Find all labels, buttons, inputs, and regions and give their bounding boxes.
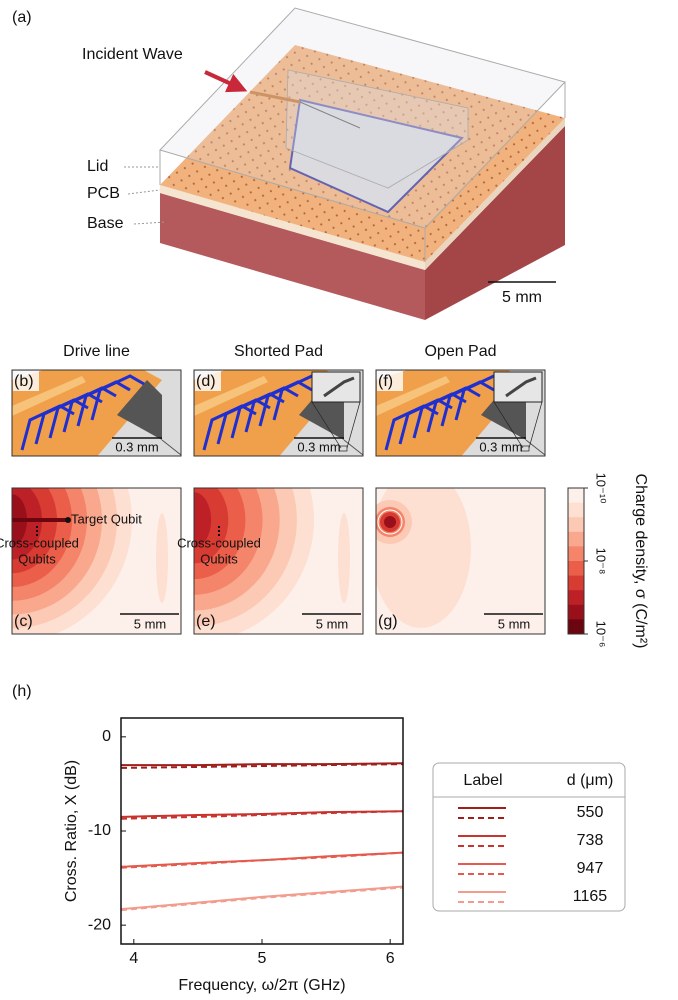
colorbar-step xyxy=(568,488,584,503)
panel-label: (g) xyxy=(378,613,398,630)
colorbar-step xyxy=(568,503,584,518)
scale-bar-label: 0.3 mm xyxy=(115,439,158,454)
colorbar-step xyxy=(568,576,584,591)
chart: (h) 4 5 6 0 -10 -20 Frequency, ω/2π (GHz) Cross.… xyxy=(12,683,625,994)
contour xyxy=(156,513,168,603)
charge-map xyxy=(368,468,545,634)
package-illustration xyxy=(124,8,565,320)
figure: (a) Incident Wave Lid PCB Base 5 mm Driv… xyxy=(0,0,678,1000)
annotation: Qubits xyxy=(200,551,238,566)
colorbar-step xyxy=(568,546,584,561)
x-tick-label: 5 xyxy=(258,950,267,967)
x-tick-label: 4 xyxy=(129,950,138,967)
column-title: Drive line xyxy=(63,343,130,360)
legend-header: Label xyxy=(463,772,502,789)
y-tick-label: -20 xyxy=(88,916,111,933)
column-title: Open Pad xyxy=(424,343,496,360)
column-title: Shorted Pad xyxy=(234,343,323,360)
colorbar-step xyxy=(568,619,584,634)
annotation: Cross-coupled xyxy=(0,535,79,550)
layer-label: Base xyxy=(87,215,124,232)
colorbar-step xyxy=(568,605,584,620)
y-tick-label: -10 xyxy=(88,822,111,839)
y-axis-label: Cross. Ratio, X (dB) xyxy=(63,760,80,902)
panel-label: (d) xyxy=(196,373,216,390)
scale-bar-label: 5 mm xyxy=(502,289,542,306)
colorbar-tick-label: 10⁻⁶ xyxy=(594,621,609,648)
layer-label: Lid xyxy=(87,158,108,175)
panels: Drive line Shorted Pad Open Pad (b) 0.3 mm (d… xyxy=(0,343,649,648)
contour xyxy=(338,513,350,603)
colorbar-tick-label: 10⁻¹⁰ xyxy=(594,473,609,504)
annotation: Qubits xyxy=(18,551,56,566)
dashed-line xyxy=(121,853,403,868)
panel-label: (f) xyxy=(378,373,393,390)
colorbar-tick-label: 10⁻⁸ xyxy=(594,548,609,575)
layer-label: PCB xyxy=(87,185,120,202)
contour xyxy=(371,468,471,628)
panel-label: (b) xyxy=(14,373,34,390)
annotation: Cross-coupled xyxy=(177,535,261,550)
x-axis-label: Frequency, ω/2π (GHz) xyxy=(178,977,345,994)
scale-bar-label: 0.3 mm xyxy=(479,439,522,454)
panel-label: (a) xyxy=(12,9,32,26)
legend-label: 947 xyxy=(577,860,604,877)
legend-label: 738 xyxy=(577,832,604,849)
annotation: Target Qubit xyxy=(71,511,142,526)
annotation: Incident Wave xyxy=(82,46,183,63)
colorbar-step xyxy=(568,517,584,532)
plot-frame xyxy=(121,718,403,944)
scale-bar-label: 0.3 mm xyxy=(297,439,340,454)
colorbar-label: Charge density, σ (C/m²) xyxy=(632,474,649,649)
panel-label: (c) xyxy=(14,613,33,630)
colorbar-step xyxy=(568,532,584,547)
x-tick-label: 6 xyxy=(386,950,395,967)
legend-label: 1165 xyxy=(573,888,608,905)
scale-bar-label: 5 mm xyxy=(498,616,531,631)
colorbar-step xyxy=(568,590,584,605)
contour xyxy=(384,516,396,528)
y-tick-label: 0 xyxy=(102,728,111,745)
scale-bar-label: 5 mm xyxy=(134,616,167,631)
panel-label: (e) xyxy=(196,613,216,630)
legend-label: 550 xyxy=(577,804,604,821)
line xyxy=(121,763,403,765)
scale-bar-label: 5 mm xyxy=(316,616,349,631)
dashed-line xyxy=(121,888,403,911)
panel-label: (h) xyxy=(12,683,32,700)
colorbar-step xyxy=(568,561,584,576)
legend-header: d (μm) xyxy=(567,772,614,789)
decoration xyxy=(128,190,160,194)
